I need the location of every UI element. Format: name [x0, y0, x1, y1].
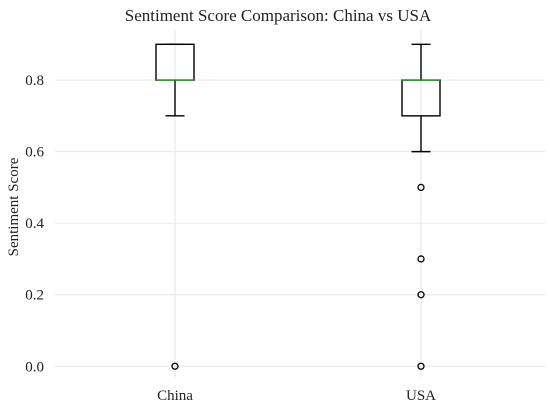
y-ticks: 0.0 0.2 0.4 0.6 0.8 — [25, 73, 44, 375]
x-tick-label: China — [157, 388, 193, 404]
outlier-point — [171, 362, 179, 370]
y-tick-label: 0.6 — [25, 145, 44, 161]
box-group-usa — [401, 43, 441, 370]
outlier-point — [417, 362, 425, 370]
y-tick-label: 0.0 — [25, 359, 44, 375]
grid-lines — [55, 30, 545, 377]
y-axis-label: Sentiment Score — [6, 157, 22, 256]
boxes — [155, 43, 441, 370]
y-tick-label: 0.8 — [25, 73, 44, 89]
x-tick-label: USA — [406, 388, 436, 404]
x-ticks: China USA — [157, 388, 436, 404]
chart-title: Sentiment Score Comparison: China vs USA — [125, 6, 432, 25]
y-tick-label: 0.4 — [25, 216, 44, 232]
outlier-point — [417, 291, 425, 299]
outlier-point — [417, 183, 425, 192]
box-group-china — [155, 43, 195, 370]
y-tick-label: 0.2 — [25, 288, 44, 304]
outlier-point — [417, 255, 425, 263]
